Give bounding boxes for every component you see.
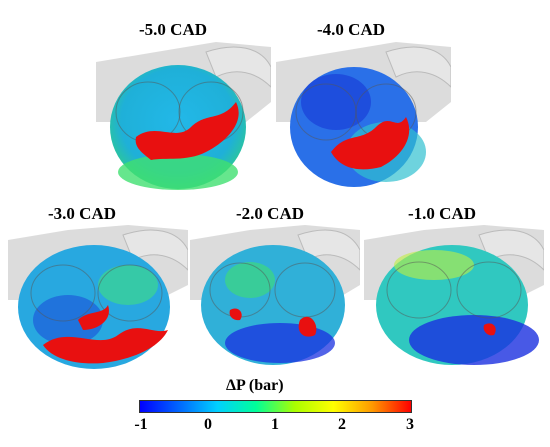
panel-label-1: -5.0 CAD	[139, 20, 207, 39]
colorbar	[139, 400, 412, 413]
panel-label-2: -4.0 CAD	[317, 20, 385, 39]
colorbar-title: ΔP (bar)	[226, 377, 284, 394]
cfd-panel-3	[8, 225, 188, 369]
panel-label-4: -2.0 CAD	[236, 204, 304, 223]
cfd-panel-5	[364, 225, 544, 365]
colorbar-tick-1: -1	[134, 416, 148, 433]
colorbar-tick-5: 3	[406, 416, 414, 433]
colorbar-tick-4: 2	[338, 416, 346, 433]
cfd-panel-2	[276, 42, 451, 187]
colorbar-tick-2: 0	[204, 416, 212, 433]
panel-label-5: -1.0 CAD	[408, 204, 476, 223]
panel-label-3: -3.0 CAD	[48, 204, 116, 223]
colorbar-tick-3: 1	[271, 416, 279, 433]
cfd-panel-1	[96, 42, 271, 190]
cfd-panel-4	[190, 225, 360, 365]
